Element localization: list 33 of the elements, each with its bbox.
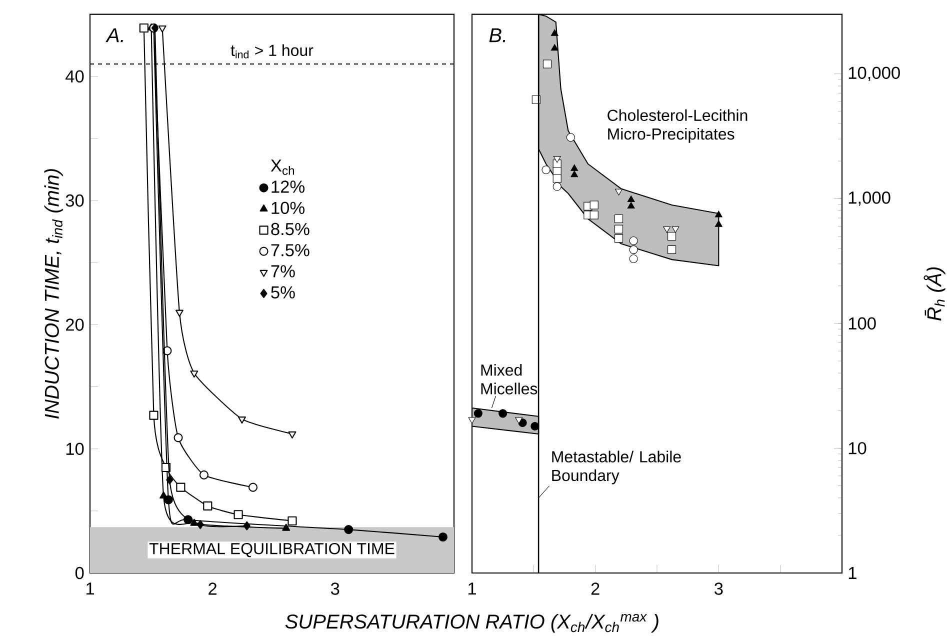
legend-label: 7% bbox=[271, 265, 295, 278]
y-axis-title: INDUCTION TIME, t$_{ind}$ (min) bbox=[44, 169, 63, 419]
y-tick-label: 10 bbox=[66, 442, 84, 455]
legend-label: 8.5% bbox=[271, 222, 310, 236]
y-tick-label: 20 bbox=[66, 318, 84, 331]
x-tick-label: 2 bbox=[591, 582, 600, 595]
y-tick-label: 0 bbox=[75, 566, 84, 580]
x-tick-label: 3 bbox=[714, 582, 723, 595]
x-tick-label: 3 bbox=[330, 582, 340, 595]
annotation: Mixed Micelles bbox=[481, 364, 538, 394]
text: A. bbox=[106, 28, 123, 42]
legend-title: X$_{ch}$ bbox=[270, 160, 294, 175]
legend-label: 5% bbox=[271, 286, 295, 298]
x-axis-title: SUPERSATURATION RATIO (X$_{ch}$/X$_{ch}$$^{max}$ ) bbox=[285, 614, 658, 633]
ref-line-label: Metastable/ Labile Boundary bbox=[552, 450, 681, 484]
y-tick-label: 40 bbox=[66, 70, 84, 83]
y-tick-label: 30 bbox=[66, 194, 84, 207]
y-tick-label: 10 bbox=[848, 442, 866, 454]
y-tick-label: 1 bbox=[848, 567, 856, 579]
x-tick-label: 1 bbox=[468, 582, 476, 595]
y-tick-label: 10,000 bbox=[848, 66, 900, 82]
band-label: THERMAL EQUILIBRATION TIME bbox=[149, 542, 394, 558]
y-tick-label: 100 bbox=[848, 317, 876, 330]
x-tick-label: 1 bbox=[86, 582, 94, 595]
text: B. bbox=[489, 28, 506, 42]
y-axis-title: R̄$_{h}$ (Å) bbox=[924, 267, 946, 321]
legend-label: 7.5% bbox=[271, 244, 310, 256]
legend-label: 10% bbox=[272, 202, 305, 214]
ref-line-label: t$_{ind}$ > 1 hour bbox=[230, 44, 314, 58]
annotation: Cholesterol-Lecithin Micro-Precipitates bbox=[608, 109, 748, 143]
legend-label: 12% bbox=[272, 180, 305, 193]
y-tick-label: 1,000 bbox=[848, 191, 890, 206]
x-tick-label: 2 bbox=[208, 582, 216, 595]
